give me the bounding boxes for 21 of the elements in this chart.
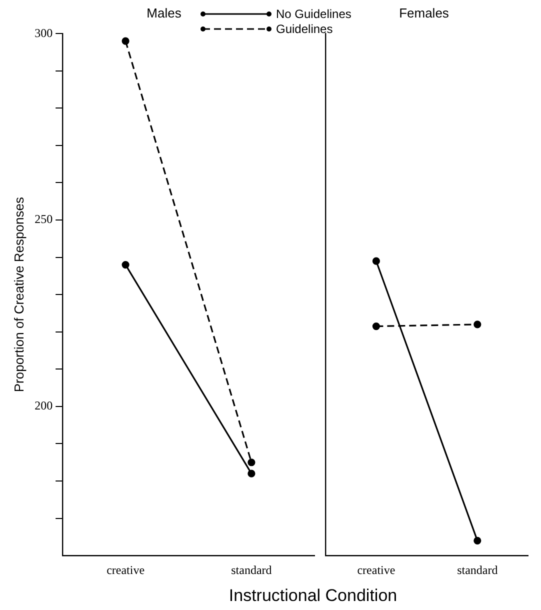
point [372, 322, 380, 330]
point [474, 320, 482, 328]
point [372, 257, 380, 265]
y-tick-label: 200 [34, 398, 53, 413]
legend-label: Guidelines [276, 22, 333, 36]
point [122, 37, 130, 45]
point [248, 470, 256, 478]
chart-title: Females [399, 5, 450, 20]
x-tick-label: standard [231, 562, 272, 577]
point [248, 458, 256, 466]
x-tick-label: standard [457, 562, 498, 577]
x-axis-title: Instructional Condition [228, 586, 398, 606]
x-tick-label: creative [357, 562, 396, 577]
x-tick-label: creative [106, 562, 145, 577]
chart-title: Males [146, 5, 182, 20]
y-axis-title: Proportion of Creative Responses [11, 196, 26, 392]
point [122, 260, 130, 269]
legend-label: No Guidelines [276, 6, 352, 20]
y-tick-label: 250 [34, 212, 53, 226]
y-tick-label: 300 [34, 26, 53, 40]
point [474, 536, 482, 544]
